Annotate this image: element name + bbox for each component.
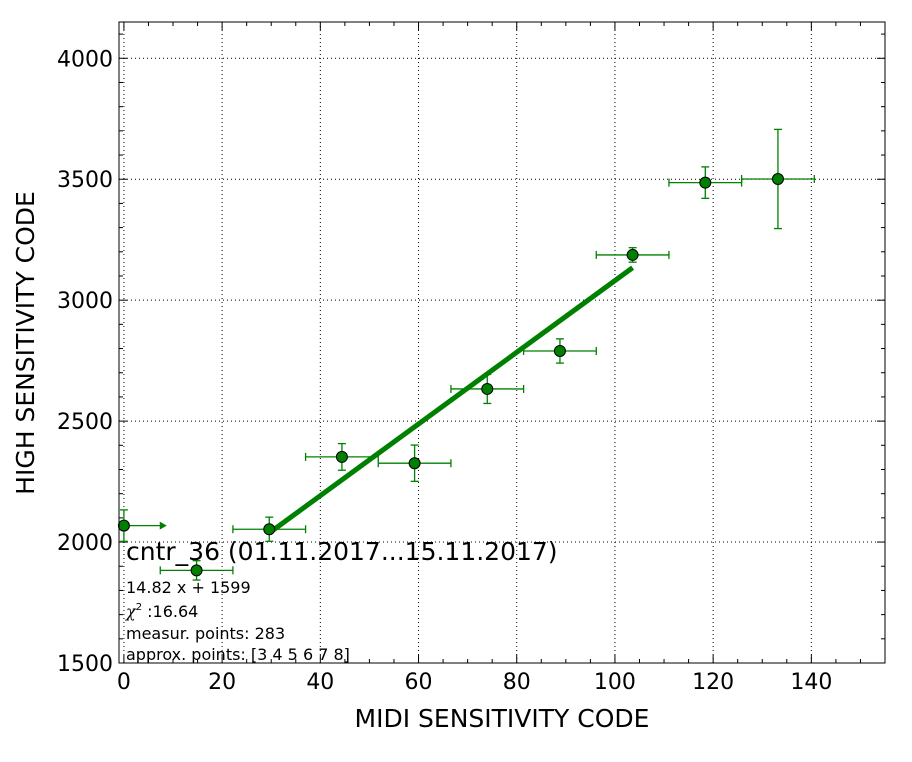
y-tick-label: 1500 <box>57 652 113 677</box>
y-tick-label: 4000 <box>57 47 113 72</box>
data-point <box>699 176 712 189</box>
y-tick-label: 3000 <box>57 289 113 314</box>
annotation-approx-points: approx. points: [3 4 5 6 7 8] <box>126 645 350 664</box>
x-tick-label: 140 <box>790 670 832 695</box>
grid-lines <box>119 22 885 664</box>
x-tick-label: 100 <box>594 670 636 695</box>
data-point <box>626 248 639 261</box>
chi2-value: :16.64 <box>142 602 198 621</box>
tick-labels: 0 20 40 60 80 100 120 140 1500 2000 2500 3000 3500 40… <box>57 47 832 695</box>
annotation-box: cntr_36 (01.11.2017...15.11.2017) 14.82 … <box>125 537 558 664</box>
annotation-measur-points: measur. points: 283 <box>126 624 285 643</box>
fit-line-group <box>267 265 635 535</box>
annotation-chi2: χ2 :16.64 <box>125 602 198 621</box>
chi2-superscript: 2 <box>136 602 142 613</box>
data-point <box>408 457 421 470</box>
data-point <box>481 382 494 395</box>
y-tick-label: 2000 <box>57 531 113 556</box>
data-point <box>771 172 784 185</box>
x-error-arrow <box>159 521 167 530</box>
y-tick-label: 2500 <box>57 410 113 435</box>
data-point <box>190 564 203 577</box>
chi2-symbol: χ <box>125 602 137 621</box>
annotation-title: cntr_36 (01.11.2017...15.11.2017) <box>126 537 558 566</box>
x-axis-label: MIDI SENSITIVITY CODE <box>355 704 650 733</box>
x-tick-label: 120 <box>692 670 734 695</box>
x-tick-label: 40 <box>306 670 334 695</box>
fit-line <box>267 265 635 535</box>
x-tick-label: 20 <box>208 670 236 695</box>
axis-ticks <box>119 22 886 664</box>
data-point <box>117 519 130 532</box>
data-point <box>263 523 276 536</box>
annotation-equation: 14.82 x + 1599 <box>126 578 251 597</box>
plot-frame <box>118 21 886 664</box>
data-point <box>553 344 566 357</box>
y-tick-label: 3500 <box>57 168 113 193</box>
x-tick-label: 80 <box>503 670 531 695</box>
data-markers <box>117 172 784 577</box>
x-tick-label: 0 <box>117 670 131 695</box>
x-tick-label: 60 <box>405 670 433 695</box>
y-axis-label: HIGH SENSITIVITY CODE <box>11 191 40 495</box>
data-point <box>335 450 348 463</box>
